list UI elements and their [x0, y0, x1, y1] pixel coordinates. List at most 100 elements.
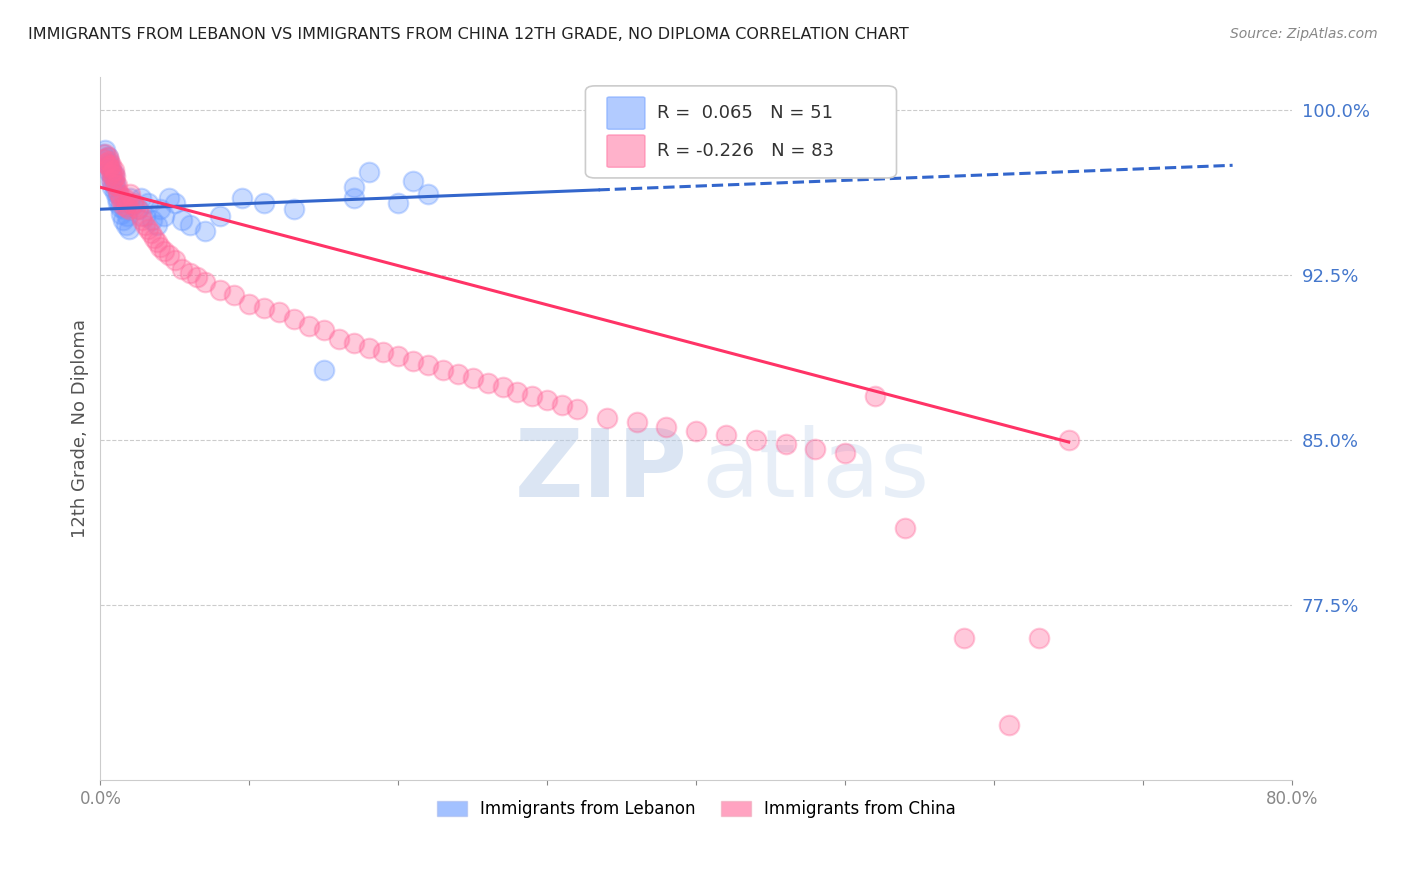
- Point: [894, 521, 917, 535]
- Text: R = -0.226   N = 83: R = -0.226 N = 83: [657, 142, 834, 160]
- Point: [103, 167, 125, 181]
- Point: [94, 143, 117, 157]
- Point: [1057, 433, 1080, 447]
- Point: [626, 415, 648, 429]
- Point: [134, 218, 156, 232]
- Point: [312, 323, 335, 337]
- Point: [328, 332, 350, 346]
- Point: [157, 191, 180, 205]
- Point: [122, 198, 145, 212]
- Point: [432, 362, 454, 376]
- Point: [565, 402, 588, 417]
- Point: [118, 202, 141, 217]
- Point: [108, 189, 131, 203]
- Text: Source: ZipAtlas.com: Source: ZipAtlas.com: [1230, 27, 1378, 41]
- Point: [536, 393, 558, 408]
- Point: [208, 209, 231, 223]
- Point: [122, 195, 145, 210]
- Point: [312, 362, 335, 376]
- Point: [97, 149, 120, 163]
- Point: [343, 191, 366, 205]
- Point: [97, 158, 120, 172]
- Point: [153, 209, 176, 223]
- Point: [134, 209, 156, 223]
- Point: [96, 156, 118, 170]
- Point: [112, 202, 135, 217]
- Point: [103, 171, 125, 186]
- Point: [107, 185, 129, 199]
- Point: [127, 202, 149, 217]
- Point: [253, 301, 276, 315]
- Point: [194, 224, 217, 238]
- Point: [357, 165, 380, 179]
- Point: [129, 209, 152, 223]
- Point: [103, 162, 125, 177]
- Point: [172, 261, 194, 276]
- Point: [115, 209, 138, 223]
- Point: [163, 195, 186, 210]
- FancyBboxPatch shape: [607, 97, 645, 129]
- Point: [745, 433, 768, 447]
- Point: [231, 191, 253, 205]
- Point: [100, 167, 122, 181]
- Point: [118, 222, 141, 236]
- Point: [104, 176, 127, 190]
- Point: [97, 158, 120, 172]
- Point: [101, 169, 124, 184]
- Point: [94, 147, 117, 161]
- Point: [343, 180, 366, 194]
- Point: [124, 200, 146, 214]
- Point: [98, 156, 121, 170]
- Point: [101, 165, 124, 179]
- Point: [402, 353, 425, 368]
- Point: [108, 200, 131, 214]
- Text: R =  0.065   N = 51: R = 0.065 N = 51: [657, 104, 832, 122]
- Point: [96, 152, 118, 166]
- Point: [179, 266, 201, 280]
- Point: [863, 389, 886, 403]
- Point: [253, 195, 276, 210]
- Point: [146, 218, 169, 232]
- Point: [107, 195, 129, 210]
- Point: [194, 275, 217, 289]
- Text: ZIP: ZIP: [515, 425, 688, 517]
- Point: [98, 161, 121, 175]
- Point: [269, 305, 291, 319]
- Point: [98, 165, 121, 179]
- Point: [114, 200, 136, 214]
- Point: [804, 442, 827, 456]
- Point: [149, 202, 172, 217]
- Point: [129, 191, 152, 205]
- Point: [186, 270, 208, 285]
- Point: [100, 162, 122, 177]
- Point: [91, 147, 114, 161]
- Point: [111, 213, 134, 227]
- Point: [283, 312, 305, 326]
- Point: [110, 206, 132, 220]
- Point: [91, 152, 114, 166]
- Point: [104, 169, 127, 184]
- Point: [131, 213, 153, 227]
- Point: [163, 252, 186, 267]
- Point: [477, 376, 499, 390]
- Point: [120, 186, 142, 201]
- Point: [491, 380, 513, 394]
- Point: [139, 227, 162, 241]
- Legend: Immigrants from Lebanon, Immigrants from China: Immigrants from Lebanon, Immigrants from…: [430, 793, 962, 825]
- Point: [461, 371, 484, 385]
- FancyBboxPatch shape: [585, 86, 897, 178]
- Point: [834, 446, 856, 460]
- Point: [998, 718, 1021, 732]
- Text: IMMIGRANTS FROM LEBANON VS IMMIGRANTS FROM CHINA 12TH GRADE, NO DIPLOMA CORRELAT: IMMIGRANTS FROM LEBANON VS IMMIGRANTS FR…: [28, 27, 908, 42]
- Point: [100, 158, 122, 172]
- Point: [112, 191, 135, 205]
- Point: [655, 419, 678, 434]
- Point: [115, 195, 138, 210]
- Point: [103, 178, 125, 192]
- Point: [522, 389, 544, 403]
- Point: [141, 213, 163, 227]
- Point: [97, 149, 120, 163]
- Point: [157, 248, 180, 262]
- Point: [685, 424, 707, 438]
- Point: [172, 213, 194, 227]
